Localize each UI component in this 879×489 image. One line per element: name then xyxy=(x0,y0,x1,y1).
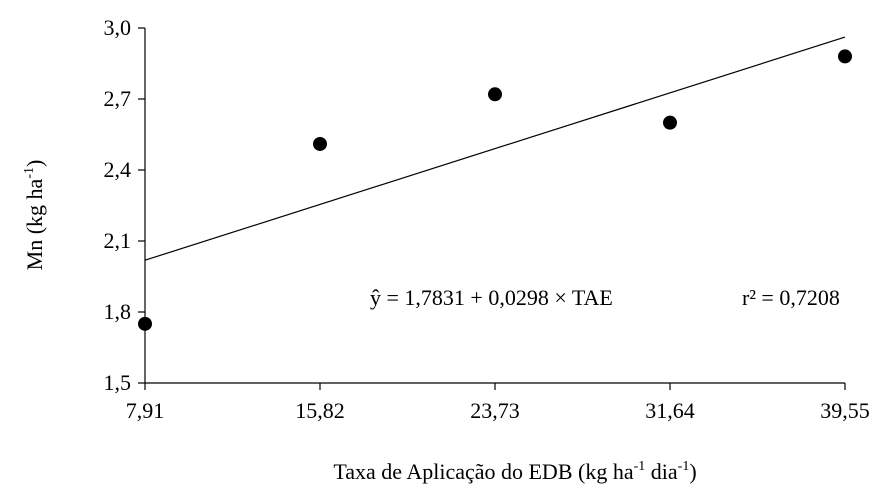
y-tick-label: 2,1 xyxy=(104,228,132,253)
y-tick-label: 1,5 xyxy=(104,370,132,395)
y-tick-label: 2,7 xyxy=(104,86,132,111)
x-tick-label: 31,64 xyxy=(645,398,695,423)
x-tick-label: 23,73 xyxy=(470,398,520,423)
data-point xyxy=(663,115,677,130)
y-tick-label: 3,0 xyxy=(104,15,132,40)
data-point xyxy=(488,87,502,102)
y-tick-label: 2,4 xyxy=(104,157,132,182)
axes xyxy=(144,28,845,384)
data-point xyxy=(138,316,152,331)
x-tick-label: 15,82 xyxy=(295,398,345,423)
x-tick-label: 39,55 xyxy=(820,398,870,423)
equation-label: ŷ = 1,7831 + 0,0298 × TAE xyxy=(370,285,613,310)
trendline xyxy=(144,36,846,261)
x-ticks: 7,91 15,82 23,73 31,64 39,55 xyxy=(126,383,870,423)
x-axis-title-sup2: -1 xyxy=(678,459,690,474)
x-axis-title-main: Taxa de Aplicação do EDB (kg ha xyxy=(333,459,633,484)
data-point xyxy=(313,136,327,151)
data-points xyxy=(138,49,852,331)
data-point xyxy=(838,49,852,64)
x-axis-title: Taxa de Aplicação do EDB (kg ha-1 dia-1) xyxy=(333,459,696,484)
y-ticks: 1,5 1,8 2,1 2,4 2,7 3,0 xyxy=(104,15,145,395)
x-axis-title-end: ) xyxy=(689,459,696,484)
x-axis-title-sup1: -1 xyxy=(634,459,646,474)
x-axis-title-mid: dia xyxy=(645,459,678,484)
x-tick-label: 7,91 xyxy=(126,398,165,423)
y-axis-title-sup: -1 xyxy=(22,167,37,179)
y-tick-label: 1,8 xyxy=(104,299,132,324)
y-axis-title-end: ) xyxy=(22,160,47,167)
r2-label: r² = 0,7208 xyxy=(742,285,840,310)
y-axis-title-main: Mn (kg ha xyxy=(22,178,47,270)
y-axis-title: Mn (kg ha-1) xyxy=(22,160,47,271)
